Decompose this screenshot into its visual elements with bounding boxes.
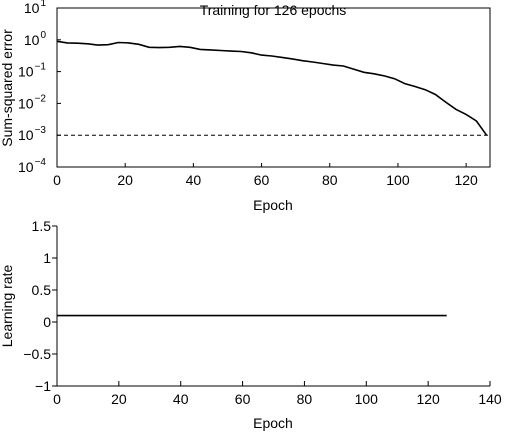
lr-x-axis-label: Epoch	[253, 415, 293, 431]
error-x-tick-label: 20	[117, 172, 133, 188]
lr-y-axis: 1.5 1 0.5 0 −0.5 −1	[23, 218, 57, 394]
lr-x-tick-label: 40	[173, 391, 189, 407]
learning-rate-chart: 0 20 40 60 80 100 120 140 1.510.50−0.5−1 Epoch …	[0, 218, 502, 431]
error-x-axis: 0 20 40 60 80 100 120	[53, 163, 478, 188]
error-x-tick-label: 60	[254, 172, 270, 188]
error-y-tick-label: 100	[24, 30, 47, 48]
lr-y-axis-label: Learning rate	[0, 265, 15, 348]
error-y-tick-label: 10−2	[18, 93, 46, 111]
error-plot-frame	[56, 7, 491, 168]
error-x-tick-label: 100	[386, 172, 410, 188]
lr-x-tick-label: 20	[111, 391, 127, 407]
lr-y-tick-label: 1.5	[32, 218, 52, 234]
lr-x-tick-label: 80	[297, 391, 313, 407]
error-chart-title: Training for 126 epochs	[200, 2, 347, 18]
error-y-tick-label: 101	[24, 0, 47, 16]
lr-x-tick-label: 120	[416, 391, 440, 407]
error-y-axis: 101 100 10−1 10−2 10−3 10−4	[18, 0, 61, 175]
lr-x-tick-label: 60	[235, 391, 251, 407]
error-x-axis-label: Epoch	[253, 197, 293, 213]
error-y-tick-label: 10−3	[18, 125, 46, 143]
lr-y-tick-label: −1	[35, 378, 51, 394]
error-y-axis-label: Sum-squared error	[0, 29, 15, 147]
error-x-tick-label: 120	[454, 172, 478, 188]
error-x-tick-label: 0	[53, 172, 61, 188]
error-x-tick-label: 80	[322, 172, 338, 188]
lr-x-axis: 0 20 40 60 80 100 120 140	[53, 381, 502, 407]
error-chart: Training for 126 epochs 0 20 40 60 80 100 120 …	[0, 0, 491, 213]
lr-y-tick-label: 0.5	[32, 282, 52, 298]
error-series-line	[56, 40, 488, 136]
lr-x-tick-label: 0	[53, 391, 61, 407]
lr-x-tick-label: 140	[478, 391, 502, 407]
lr-x-tick-label: 100	[355, 391, 379, 407]
error-y-tick-label: 10−4	[18, 157, 46, 175]
error-x-tick-label: 40	[186, 172, 202, 188]
error-y-tick-label: 10−1	[18, 62, 46, 80]
lr-y-tick-label: 1	[43, 250, 51, 266]
lr-y-tick-label: 0	[43, 314, 51, 330]
lr-y-tick-label: −0.5	[23, 346, 51, 362]
